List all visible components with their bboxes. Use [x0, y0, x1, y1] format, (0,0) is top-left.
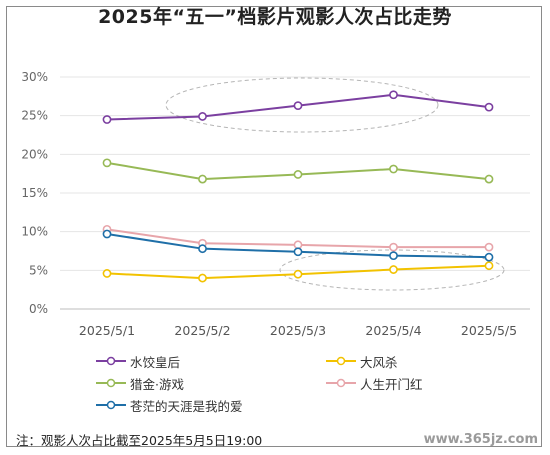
data-point [389, 164, 398, 174]
series-lines [102, 90, 494, 283]
series-2 [102, 158, 494, 184]
y-tick-label: 15% [21, 186, 48, 200]
x-tick-label: 2025/5/5 [461, 323, 517, 338]
legend-item: 大风杀 [326, 352, 398, 370]
data-point [198, 112, 207, 121]
legend-item: 人生开门红 [326, 374, 423, 392]
data-point [389, 242, 398, 252]
legend-marker-icon [96, 378, 126, 388]
y-axis-ticks: 0% 5% 10% 15% 20% 25% 30% [21, 70, 48, 316]
series-1 [102, 261, 494, 283]
legend-label: 猎金·游戏 [130, 376, 184, 392]
highlight-ellipse-top [165, 77, 439, 133]
data-point [293, 170, 303, 179]
data-point [389, 251, 398, 261]
legend-item: 猎金·游戏 [96, 374, 184, 392]
watermark: www.365jz.com [423, 432, 538, 447]
data-point [389, 90, 398, 100]
y-tick-label: 25% [21, 109, 48, 123]
data-point [293, 240, 303, 250]
y-tick-label: 10% [21, 225, 48, 239]
y-tick-label: 0% [29, 302, 48, 316]
data-point [198, 244, 207, 254]
legend-marker-icon [96, 400, 126, 410]
legend-label: 人生开门红 [360, 376, 423, 392]
x-tick-label: 2025/5/2 [174, 323, 230, 338]
x-tick-label: 2025/5/4 [365, 323, 421, 338]
x-tick-label: 2025/5/3 [270, 323, 326, 338]
footnote: 注：观影人次占比截至2025年5月5日19:00 [16, 433, 263, 448]
data-point [293, 269, 303, 279]
data-point [389, 265, 398, 274]
series-0 [102, 90, 494, 124]
legend-marker-icon [326, 356, 356, 366]
series-4 [102, 229, 494, 262]
data-point [102, 158, 112, 168]
legend: 水饺皇后 大风杀 猎金·游戏 人生开门红 苍茫的天涯是我的爱 [96, 352, 516, 422]
data-point [102, 269, 112, 278]
legend-marker-icon [326, 378, 356, 388]
legend-item: 苍茫的天涯是我的爱 [96, 396, 243, 414]
grid-lines [60, 76, 530, 310]
data-point [484, 261, 494, 271]
highlight-ellipses [165, 77, 505, 291]
data-point [102, 115, 112, 124]
y-tick-label: 20% [21, 147, 48, 161]
data-point [484, 242, 494, 252]
chart-title: 2025年“五一”档影片观影人次占比走势 [98, 6, 452, 28]
y-tick-label: 30% [21, 70, 48, 84]
legend-item: 水饺皇后 [96, 352, 180, 370]
x-axis-ticks: 2025/5/1 2025/5/2 2025/5/3 2025/5/4 2025/5/5 [79, 323, 517, 338]
data-point [293, 247, 303, 257]
data-point [484, 174, 494, 184]
series-3 [102, 224, 494, 252]
legend-marker-icon [96, 356, 126, 366]
data-point [484, 252, 494, 262]
legend-label: 苍茫的天涯是我的爱 [130, 398, 243, 414]
data-point [102, 229, 112, 239]
highlight-ellipse-bottom [279, 249, 505, 291]
x-tick-label: 2025/5/1 [79, 323, 135, 338]
chart-frame [6, 6, 542, 447]
y-tick-label: 5% [29, 263, 48, 277]
legend-label: 水饺皇后 [130, 354, 181, 370]
data-point [198, 273, 207, 283]
data-point [293, 101, 303, 111]
legend-label: 大风杀 [360, 354, 398, 370]
data-point [484, 102, 494, 112]
data-point [198, 174, 207, 184]
